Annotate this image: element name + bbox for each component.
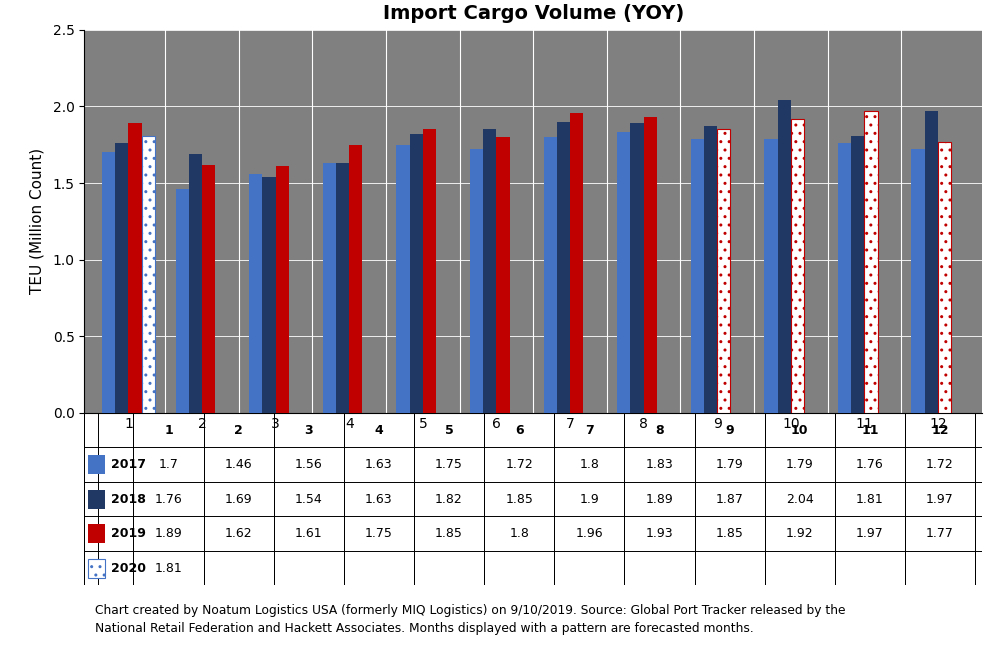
Text: 1.81: 1.81	[155, 562, 183, 574]
Bar	[704, 126, 717, 413]
Text: 1.69: 1.69	[225, 492, 252, 506]
Text: 1.79: 1.79	[715, 458, 743, 471]
Text: 1.76: 1.76	[155, 492, 183, 506]
Bar	[864, 111, 878, 413]
Text: 1.62: 1.62	[225, 527, 252, 540]
Text: 1.85: 1.85	[715, 527, 744, 540]
Text: 4: 4	[375, 424, 383, 437]
Text: 1.82: 1.82	[435, 492, 463, 506]
Text: 1.89: 1.89	[646, 492, 674, 506]
Text: 1.54: 1.54	[295, 492, 322, 506]
Bar	[937, 141, 951, 413]
Text: 1.97: 1.97	[927, 492, 954, 506]
Text: 10: 10	[791, 424, 808, 437]
Y-axis label: TEU (Million Count): TEU (Million Count)	[30, 148, 45, 294]
Bar	[88, 490, 105, 509]
Bar	[188, 154, 202, 413]
Bar	[276, 166, 289, 413]
Text: 1.92: 1.92	[786, 527, 813, 540]
Text: 2017: 2017	[111, 458, 146, 471]
Bar	[410, 134, 423, 413]
Text: 1.83: 1.83	[646, 458, 674, 471]
Bar	[470, 149, 483, 413]
Bar	[88, 559, 105, 578]
Bar	[778, 100, 791, 413]
Bar	[544, 137, 557, 413]
Text: 1.8: 1.8	[509, 527, 529, 540]
Bar	[838, 143, 851, 413]
Bar	[644, 117, 657, 413]
Text: 1.85: 1.85	[505, 492, 533, 506]
Bar	[791, 119, 804, 413]
Text: 1.76: 1.76	[856, 458, 884, 471]
Text: 1.79: 1.79	[786, 458, 813, 471]
Text: 1.72: 1.72	[505, 458, 533, 471]
Bar	[925, 111, 937, 413]
Bar	[88, 455, 105, 474]
Text: 8: 8	[655, 424, 664, 437]
Bar	[142, 136, 155, 413]
Bar	[423, 130, 436, 413]
Text: 1.75: 1.75	[435, 458, 463, 471]
Text: 1.93: 1.93	[646, 527, 674, 540]
Text: 12: 12	[931, 424, 948, 437]
Text: 1.77: 1.77	[927, 527, 954, 540]
Text: 2018: 2018	[111, 492, 146, 506]
Bar	[115, 143, 129, 413]
Bar	[249, 174, 263, 413]
Bar	[690, 139, 704, 413]
Text: 6: 6	[515, 424, 524, 437]
Bar	[397, 145, 410, 413]
Text: 1.61: 1.61	[295, 527, 322, 540]
Text: 1.56: 1.56	[295, 458, 322, 471]
Title: Import Cargo Volume (YOY): Import Cargo Volume (YOY)	[383, 3, 683, 22]
Bar	[129, 123, 142, 413]
Text: 1.75: 1.75	[365, 527, 393, 540]
Text: 1.9: 1.9	[579, 492, 599, 506]
Bar	[617, 132, 630, 413]
Text: 11: 11	[861, 424, 879, 437]
Bar	[851, 136, 864, 413]
Bar	[322, 163, 336, 413]
Bar	[202, 165, 215, 413]
Text: 1.89: 1.89	[155, 527, 183, 540]
Text: 2019: 2019	[111, 527, 146, 540]
Text: 1.81: 1.81	[856, 492, 884, 506]
Text: 1.46: 1.46	[225, 458, 252, 471]
Text: 1.7: 1.7	[159, 458, 179, 471]
Text: 1.87: 1.87	[715, 492, 744, 506]
Text: 7: 7	[585, 424, 593, 437]
Text: 1.63: 1.63	[365, 492, 393, 506]
Text: 1.63: 1.63	[365, 458, 393, 471]
Bar	[496, 137, 510, 413]
Bar	[336, 163, 349, 413]
Bar	[912, 149, 925, 413]
Bar	[717, 130, 730, 413]
Text: 1: 1	[164, 424, 173, 437]
Text: 1.72: 1.72	[927, 458, 954, 471]
Text: 1.97: 1.97	[856, 527, 884, 540]
Text: 2.04: 2.04	[786, 492, 813, 506]
Text: 2: 2	[234, 424, 243, 437]
Bar	[102, 153, 115, 413]
Text: 3: 3	[305, 424, 313, 437]
Bar	[764, 139, 778, 413]
Text: 1.96: 1.96	[575, 527, 603, 540]
Bar	[570, 112, 583, 413]
Text: 9: 9	[725, 424, 734, 437]
Bar	[630, 123, 644, 413]
Text: 1.8: 1.8	[579, 458, 599, 471]
Text: 2020: 2020	[111, 562, 146, 574]
Text: Chart created by Noatum Logistics USA (formerly MIQ Logistics) on 9/10/2019. Sou: Chart created by Noatum Logistics USA (f…	[95, 604, 845, 635]
Bar	[483, 130, 496, 413]
Bar	[557, 122, 570, 413]
Bar	[263, 177, 276, 413]
Text: 5: 5	[444, 424, 453, 437]
Bar	[349, 145, 362, 413]
Bar	[88, 524, 105, 543]
Bar	[176, 189, 188, 413]
Text: 1.85: 1.85	[435, 527, 463, 540]
